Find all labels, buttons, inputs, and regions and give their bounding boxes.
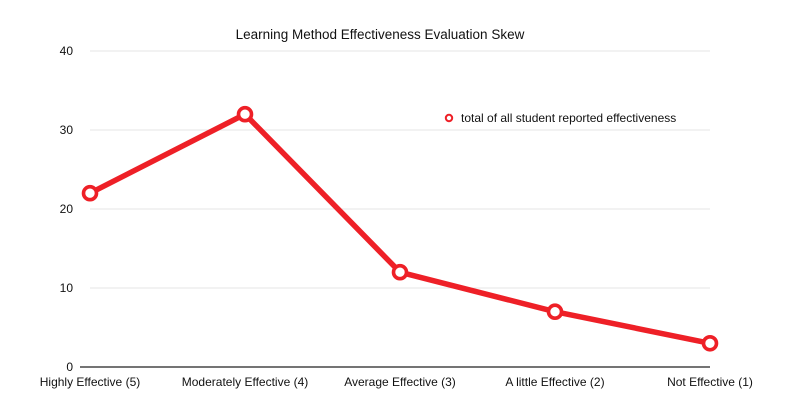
series-group — [81, 105, 719, 352]
y-tick-label-3: 30 — [60, 123, 74, 137]
y-axis: 0 10 20 30 40 — [60, 44, 74, 374]
series-line-0 — [87, 111, 713, 347]
chart-title: Learning Method Effectiveness Evaluation… — [236, 27, 525, 42]
legend-label: total of all student reported effectiven… — [461, 111, 676, 125]
x-axis: Highly Effective (5) Moderately Effective… — [40, 375, 753, 389]
x-tick-label-3: A little Effective (2) — [505, 375, 604, 389]
data-point-3 — [546, 303, 564, 321]
gridlines — [90, 50, 710, 289]
y-tick-label-0: 0 — [66, 360, 73, 374]
data-point-0 — [81, 184, 99, 202]
y-tick-label-1: 10 — [60, 281, 74, 295]
x-tick-label-2: Average Effective (3) — [344, 375, 456, 389]
legend-marker-icon — [444, 113, 454, 123]
data-point-2 — [391, 263, 409, 281]
data-point-4 — [701, 334, 719, 352]
x-tick-label-4: Not Effective (1) — [667, 375, 753, 389]
data-point-1 — [236, 105, 254, 123]
legend: total of all student reported effectiven… — [444, 111, 676, 125]
x-tick-label-1: Moderately Effective (4) — [182, 375, 309, 389]
y-tick-label-2: 20 — [60, 202, 74, 216]
x-tick-label-0: Highly Effective (5) — [40, 375, 140, 389]
y-tick-label-4: 40 — [60, 44, 74, 58]
